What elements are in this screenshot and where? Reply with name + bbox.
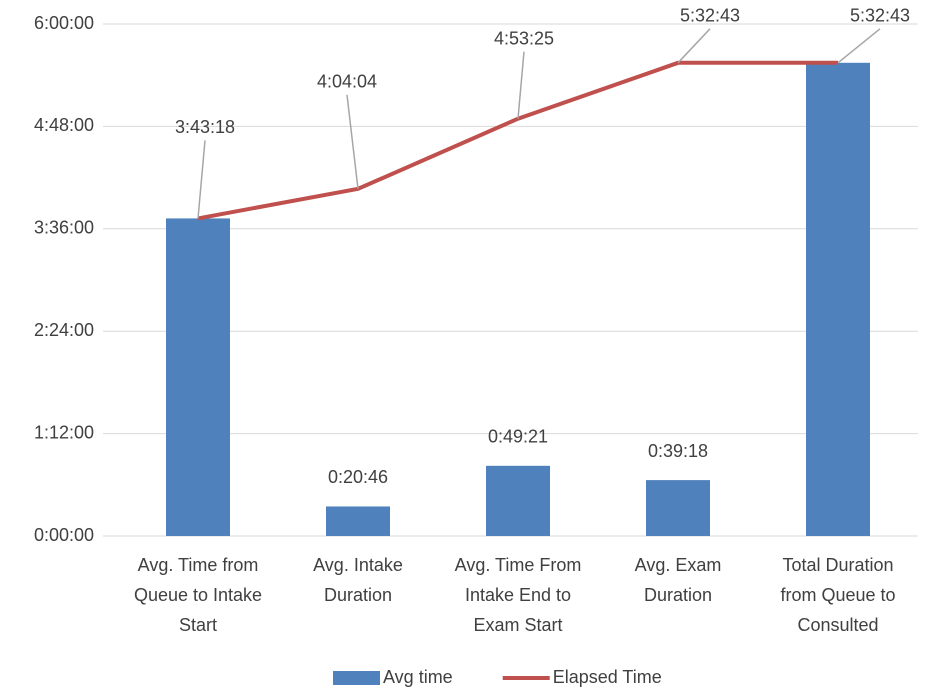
y-tick-label: 2:24:00 [34,320,94,340]
data-label: 0:49:21 [488,427,548,447]
x-tick-label: Avg. Time from Queue to Intake Start [134,555,262,635]
x-tick-label: Avg. Intake Duration [313,555,403,605]
x-tick-label: Avg. Exam Duration [635,555,722,605]
line [197,60,838,221]
bar [806,62,870,536]
y-tick-label: 4:48:00 [34,115,94,135]
data-label: 3:43:18 [175,117,235,137]
leader-line [677,28,711,64]
legend-swatch [333,671,380,685]
x-tick-label: Total Duration from Queue to Consulted [780,555,895,635]
leader-line [837,28,881,64]
bar [326,506,390,536]
y-tick-label: 3:36:00 [34,218,94,238]
y-tick-label: 0:00:00 [34,525,94,545]
data-label: 4:53:25 [494,28,554,48]
leader-line [517,51,525,119]
data-label: 5:32:43 [680,6,740,26]
bar [486,465,550,536]
legend-label: Elapsed Time [553,667,662,687]
leader-line [346,94,359,189]
data-label: 5:32:43 [850,6,910,26]
legend-label: Avg time [383,667,453,687]
data-label: 4:04:04 [317,72,377,92]
data-label: 0:20:46 [328,467,388,487]
y-tick-label: 6:00:00 [34,13,94,33]
data-label: 0:39:18 [648,441,708,461]
bar [646,480,710,536]
leader-line [197,140,206,219]
bar [166,218,230,536]
x-tick-label: Avg. Time From Intake End to Exam Start [455,555,582,635]
y-tick-label: 1:12:00 [34,422,94,442]
